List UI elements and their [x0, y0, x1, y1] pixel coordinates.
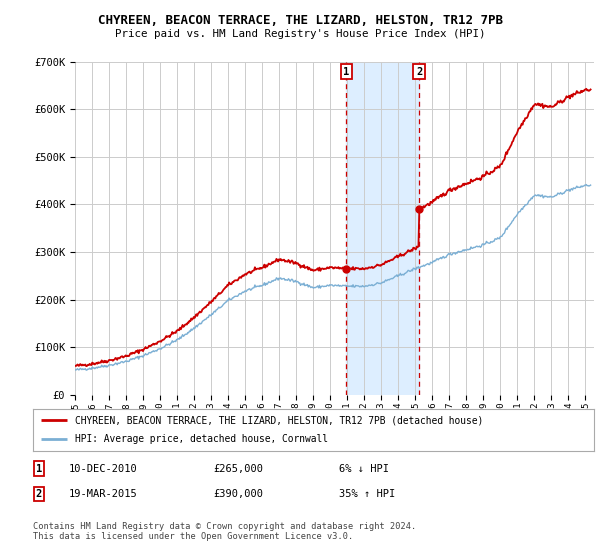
Text: £265,000: £265,000: [213, 464, 263, 474]
Text: 1: 1: [36, 464, 42, 474]
Text: £390,000: £390,000: [213, 489, 263, 499]
Text: 10-DEC-2010: 10-DEC-2010: [69, 464, 138, 474]
Text: 35% ↑ HPI: 35% ↑ HPI: [339, 489, 395, 499]
Text: CHYREEN, BEACON TERRACE, THE LIZARD, HELSTON, TR12 7PB: CHYREEN, BEACON TERRACE, THE LIZARD, HEL…: [97, 14, 503, 27]
Text: CHYREEN, BEACON TERRACE, THE LIZARD, HELSTON, TR12 7PB (detached house): CHYREEN, BEACON TERRACE, THE LIZARD, HEL…: [75, 415, 484, 425]
Text: Price paid vs. HM Land Registry's House Price Index (HPI): Price paid vs. HM Land Registry's House …: [115, 29, 485, 39]
Text: 2: 2: [416, 67, 422, 77]
Text: 19-MAR-2015: 19-MAR-2015: [69, 489, 138, 499]
Text: 2: 2: [36, 489, 42, 499]
Text: 1: 1: [343, 67, 350, 77]
Text: Contains HM Land Registry data © Crown copyright and database right 2024.
This d: Contains HM Land Registry data © Crown c…: [33, 522, 416, 542]
Bar: [346, 62, 419, 395]
Text: HPI: Average price, detached house, Cornwall: HPI: Average price, detached house, Corn…: [75, 435, 328, 445]
Text: 6% ↓ HPI: 6% ↓ HPI: [339, 464, 389, 474]
